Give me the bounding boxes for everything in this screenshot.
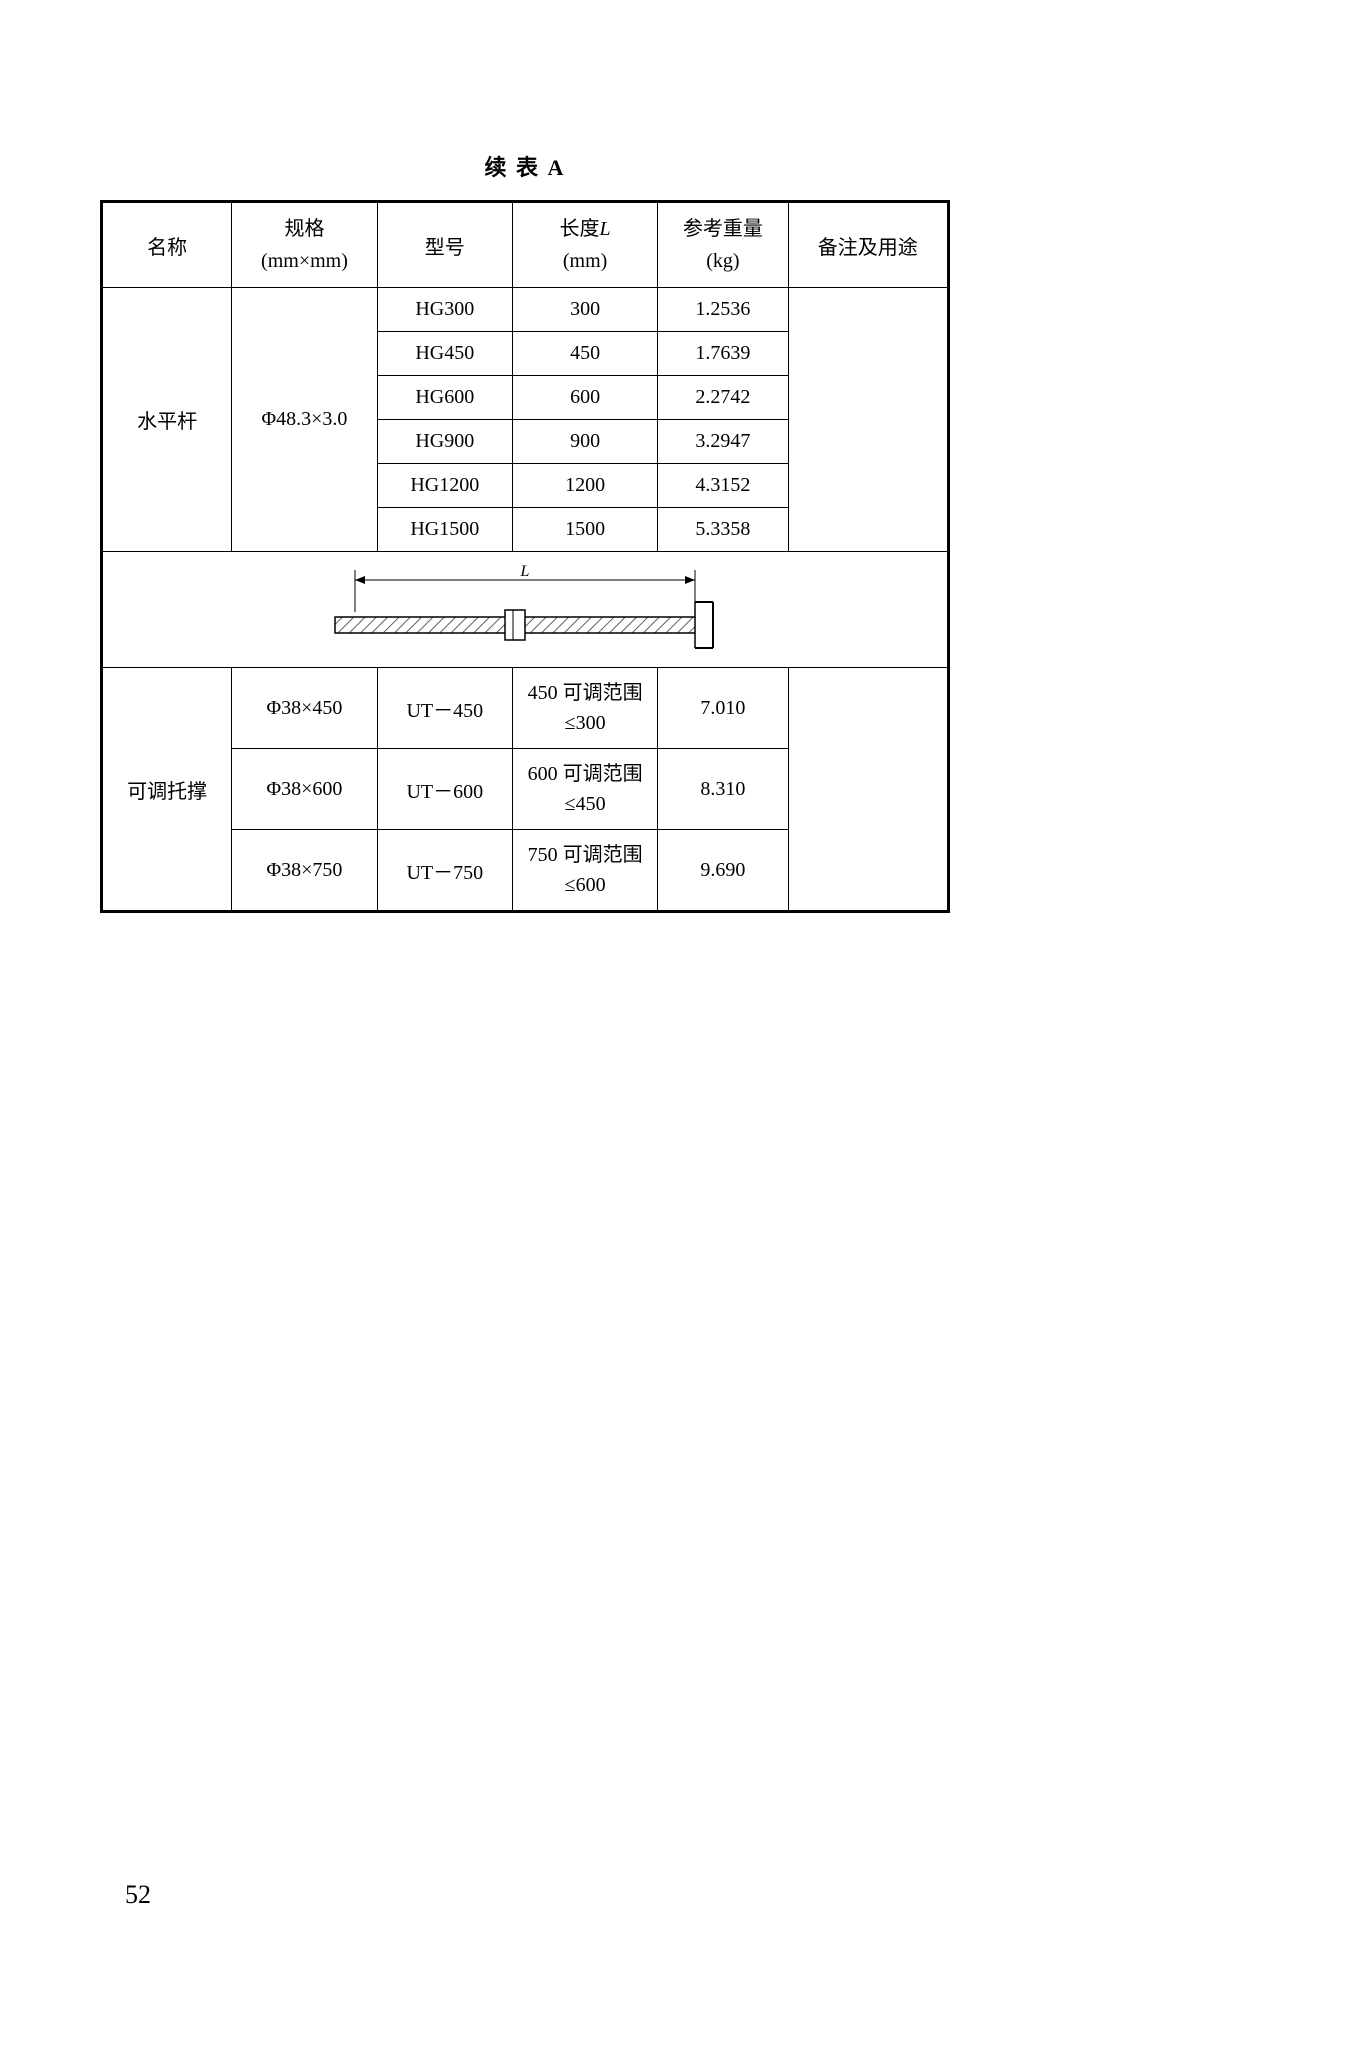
cell-length: 300 [512, 288, 657, 332]
table-row: 水平杆 Φ48.3×3.0 HG300 300 1.2536 [102, 288, 949, 332]
specification-table: 名称 规格 (mm×mm) 型号 长度L (mm) 参考重量 (kg) 备注及用… [100, 200, 950, 913]
cell-length: 900 [512, 420, 657, 464]
diagram-cell: L [102, 552, 949, 668]
header-model: 型号 [377, 202, 512, 288]
header-weight: 参考重量 (kg) [658, 202, 788, 288]
cell-weight: 9.690 [658, 830, 788, 912]
cell-weight: 2.2742 [658, 376, 788, 420]
section2-remark [788, 668, 948, 912]
cell-model: HG450 [377, 332, 512, 376]
cell-length: 600 可调范围 ≤450 [512, 749, 657, 830]
table-title: 续 表 A [100, 150, 950, 182]
section1-remark [788, 288, 948, 552]
cell-model: HG300 [377, 288, 512, 332]
header-remark: 备注及用途 [788, 202, 948, 288]
cell-weight: 3.2947 [658, 420, 788, 464]
cell-model: UT－600 [377, 749, 512, 830]
table-header-row: 名称 规格 (mm×mm) 型号 长度L (mm) 参考重量 (kg) 备注及用… [102, 202, 949, 288]
diagram-row: L [102, 552, 949, 668]
cell-weight: 5.3358 [658, 508, 788, 552]
cell-model: UT－450 [377, 668, 512, 749]
cell-model: HG600 [377, 376, 512, 420]
cell-model: HG1200 [377, 464, 512, 508]
cell-weight: 8.310 [658, 749, 788, 830]
cell-length: 600 [512, 376, 657, 420]
section2-name: 可调托撑 [102, 668, 232, 912]
header-length: 长度L (mm) [512, 202, 657, 288]
section1-name: 水平杆 [102, 288, 232, 552]
svg-text:L: L [520, 563, 530, 580]
cell-length: 450 [512, 332, 657, 376]
cell-weight: 1.2536 [658, 288, 788, 332]
cell-weight: 4.3152 [658, 464, 788, 508]
cell-length: 750 可调范围 ≤600 [512, 830, 657, 912]
horizontal-bar-diagram: L [295, 562, 755, 657]
page-container: 续 表 A 名称 规格 (mm×mm) 型号 长度L [100, 150, 950, 913]
cell-weight: 1.7639 [658, 332, 788, 376]
page-number: 52 [125, 1880, 151, 1910]
cell-model: HG900 [377, 420, 512, 464]
table-row: 可调托撑 Φ38×450 UT－450 450 可调范围 ≤300 7.010 [102, 668, 949, 749]
cell-spec: Φ38×600 [232, 749, 377, 830]
header-spec: 规格 (mm×mm) [232, 202, 377, 288]
cell-weight: 7.010 [658, 668, 788, 749]
cell-spec: Φ38×450 [232, 668, 377, 749]
cell-model: HG1500 [377, 508, 512, 552]
cell-model: UT－750 [377, 830, 512, 912]
cell-length: 1200 [512, 464, 657, 508]
section1-spec: Φ48.3×3.0 [232, 288, 377, 552]
header-name: 名称 [102, 202, 232, 288]
cell-length: 1500 [512, 508, 657, 552]
cell-spec: Φ38×750 [232, 830, 377, 912]
cell-length: 450 可调范围 ≤300 [512, 668, 657, 749]
